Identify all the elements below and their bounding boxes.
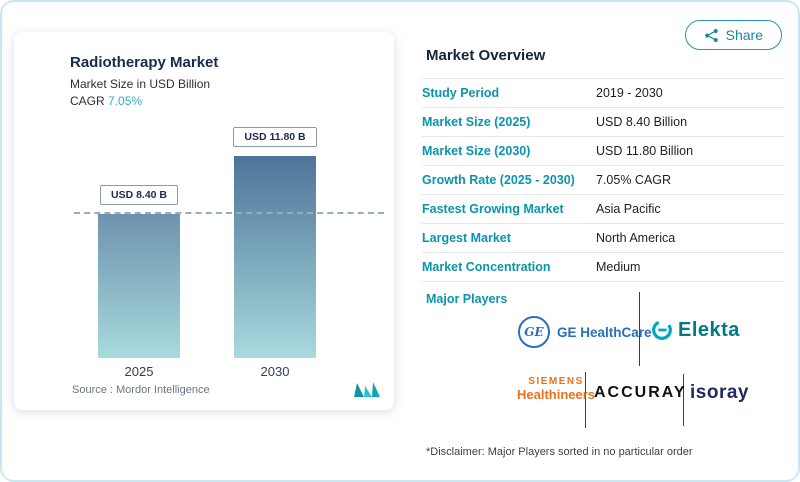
cagr-value: 7.05% xyxy=(108,94,143,108)
row-value: Medium xyxy=(596,260,641,274)
row-value: USD 11.80 Billion xyxy=(596,144,694,158)
ge-healthcare-logo: GE GE HealthCare xyxy=(518,316,652,348)
ge-healthcare-wordmark: GE HealthCare xyxy=(557,324,652,340)
bar-group-2025: USD 8.40 B xyxy=(98,185,180,358)
bar-value-label-2030: USD 11.80 B xyxy=(233,127,317,147)
logo-divider xyxy=(683,374,684,426)
ge-monogram-icon: GE xyxy=(518,316,550,348)
bar-value-label-2025: USD 8.40 B xyxy=(99,185,179,205)
row-label: Study Period xyxy=(422,86,500,100)
row-value: USD 8.40 Billion xyxy=(596,115,688,129)
chart-subtitle: Market Size in USD Billion xyxy=(70,77,211,91)
row-value: 7.05% CAGR xyxy=(596,173,672,187)
siemens-wordmark: SIEMENS xyxy=(528,376,584,387)
share-button[interactable]: Share xyxy=(684,20,782,50)
disclaimer-text: *Disclaimer: Major Players sorted in no … xyxy=(426,446,693,458)
row-value: Asia Pacific xyxy=(596,202,661,216)
mordor-intelligence-logo xyxy=(352,380,382,403)
row-label: Growth Rate (2025 - 2030) xyxy=(422,173,575,187)
x-axis-label-2025: 2025 xyxy=(124,364,154,379)
chart-title: Radiotherapy Market xyxy=(70,54,219,71)
bar-2030 xyxy=(234,156,316,358)
elekta-circle-icon xyxy=(650,318,674,342)
table-row: Fastest Growing Market Asia Pacific xyxy=(422,195,784,224)
chart-card: Radiotherapy Market Market Size in USD B… xyxy=(14,32,394,410)
accuray-logo: ACCURAY xyxy=(594,384,687,401)
share-button-label: Share xyxy=(725,27,763,43)
market-overview-heading: Market Overview xyxy=(426,47,546,64)
table-row: Growth Rate (2025 - 2030) 7.05% CAGR xyxy=(422,166,784,195)
market-overview-table: Study Period 2019 - 2030 Market Size (20… xyxy=(422,78,784,282)
x-axis-label-2030: 2030 xyxy=(260,364,290,379)
cagr-label: CAGR xyxy=(70,94,105,108)
chart-cagr: CAGR 7.05% xyxy=(70,94,142,108)
table-row: Market Size (2025) USD 8.40 Billion xyxy=(422,108,784,137)
row-label: Market Size (2025) xyxy=(422,115,531,129)
elekta-wordmark: Elekta xyxy=(678,318,740,341)
row-label: Market Size (2030) xyxy=(422,144,531,158)
table-row: Market Concentration Medium xyxy=(422,253,784,282)
logo-divider xyxy=(585,372,586,428)
table-row: Study Period 2019 - 2030 xyxy=(422,79,784,108)
table-row: Largest Market North America xyxy=(422,224,784,253)
row-label: Market Concentration xyxy=(422,260,551,274)
bar-2025 xyxy=(98,214,180,358)
isoray-logo: isoray xyxy=(690,382,749,403)
reference-line xyxy=(74,211,384,214)
row-label: Largest Market xyxy=(422,231,511,245)
row-value: North America xyxy=(596,231,676,245)
bar-group-2030: USD 11.80 B xyxy=(233,127,317,358)
major-players-label: Major Players xyxy=(426,292,508,306)
row-value: 2019 - 2030 xyxy=(596,86,663,100)
table-row: Market Size (2030) USD 11.80 Billion xyxy=(422,137,784,166)
siemens-healthineers-logo: SIEMENS Healthineers xyxy=(517,376,595,402)
major-players-section: Major Players GE GE HealthCare Elekta SI… xyxy=(422,286,790,444)
healthineers-wordmark: Healthineers xyxy=(517,387,596,402)
elekta-logo: Elekta xyxy=(650,318,740,342)
source-attribution: Source : Mordor Intelligence xyxy=(72,384,210,396)
share-icon xyxy=(704,28,719,43)
logo-divider xyxy=(639,292,640,366)
row-label: Fastest Growing Market xyxy=(422,202,564,216)
